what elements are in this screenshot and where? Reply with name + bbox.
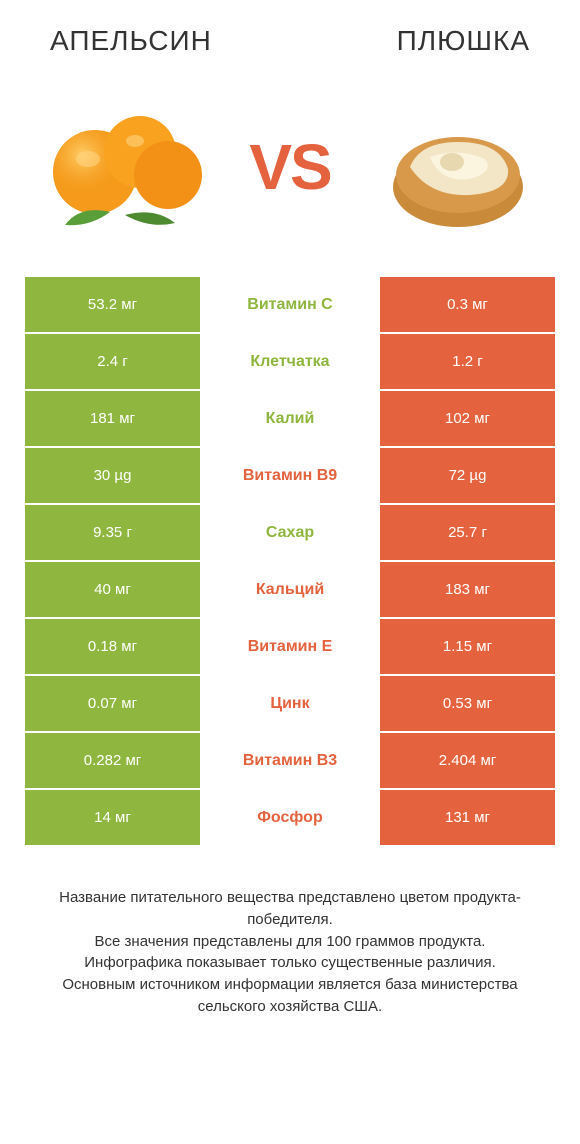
footer-notes: Название питательного вещества представл…: [0, 847, 580, 1038]
nutrition-table: 53.2 мгВитамин C0.3 мг2.4 гКлетчатка1.2 …: [0, 277, 580, 845]
header: АПЕЛЬСИН ПЛЮШКА: [0, 0, 580, 67]
left-value-cell: 2.4 г: [25, 334, 200, 389]
footer-line: Основным источником информации является …: [30, 974, 550, 1018]
left-value-cell: 30 µg: [25, 448, 200, 503]
nutrient-name-cell: Витамин E: [200, 619, 380, 674]
nutrient-name-cell: Витамин B9: [200, 448, 380, 503]
table-row: 53.2 мгВитамин C0.3 мг: [25, 277, 555, 332]
left-value-cell: 53.2 мг: [25, 277, 200, 332]
left-value-cell: 14 мг: [25, 790, 200, 845]
orange-image: [40, 97, 210, 237]
right-value-cell: 2.404 мг: [380, 733, 555, 788]
nutrient-name-cell: Калий: [200, 391, 380, 446]
table-row: 40 мгКальций183 мг: [25, 562, 555, 617]
nutrient-name-cell: Витамин B3: [200, 733, 380, 788]
footer-line: Инфографика показывает только существенн…: [30, 952, 550, 974]
table-row: 0.282 мгВитамин B32.404 мг: [25, 733, 555, 788]
nutrient-name-cell: Кальций: [200, 562, 380, 617]
table-row: 30 µgВитамин B972 µg: [25, 448, 555, 503]
vs-label: VS: [249, 130, 330, 204]
right-value-cell: 0.53 мг: [380, 676, 555, 731]
right-value-cell: 25.7 г: [380, 505, 555, 560]
table-row: 14 мгФосфор131 мг: [25, 790, 555, 845]
right-value-cell: 102 мг: [380, 391, 555, 446]
left-product-title: АПЕЛЬСИН: [50, 25, 212, 57]
table-row: 2.4 гКлетчатка1.2 г: [25, 334, 555, 389]
nutrient-name-cell: Витамин C: [200, 277, 380, 332]
bun-image: [370, 97, 540, 237]
right-product-title: ПЛЮШКА: [397, 25, 530, 57]
table-row: 0.18 мгВитамин E1.15 мг: [25, 619, 555, 674]
footer-line: Все значения представлены для 100 граммо…: [30, 931, 550, 953]
right-value-cell: 131 мг: [380, 790, 555, 845]
nutrient-name-cell: Клетчатка: [200, 334, 380, 389]
nutrient-name-cell: Цинк: [200, 676, 380, 731]
left-value-cell: 9.35 г: [25, 505, 200, 560]
right-value-cell: 183 мг: [380, 562, 555, 617]
right-value-cell: 72 µg: [380, 448, 555, 503]
left-value-cell: 0.07 мг: [25, 676, 200, 731]
right-value-cell: 1.15 мг: [380, 619, 555, 674]
right-value-cell: 0.3 мг: [380, 277, 555, 332]
table-row: 9.35 гСахар25.7 г: [25, 505, 555, 560]
left-value-cell: 0.282 мг: [25, 733, 200, 788]
nutrient-name-cell: Фосфор: [200, 790, 380, 845]
table-row: 181 мгКалий102 мг: [25, 391, 555, 446]
images-row: VS: [0, 67, 580, 277]
left-value-cell: 0.18 мг: [25, 619, 200, 674]
right-value-cell: 1.2 г: [380, 334, 555, 389]
table-row: 0.07 мгЦинк0.53 мг: [25, 676, 555, 731]
footer-line: Название питательного вещества представл…: [30, 887, 550, 931]
left-value-cell: 40 мг: [25, 562, 200, 617]
left-value-cell: 181 мг: [25, 391, 200, 446]
nutrient-name-cell: Сахар: [200, 505, 380, 560]
